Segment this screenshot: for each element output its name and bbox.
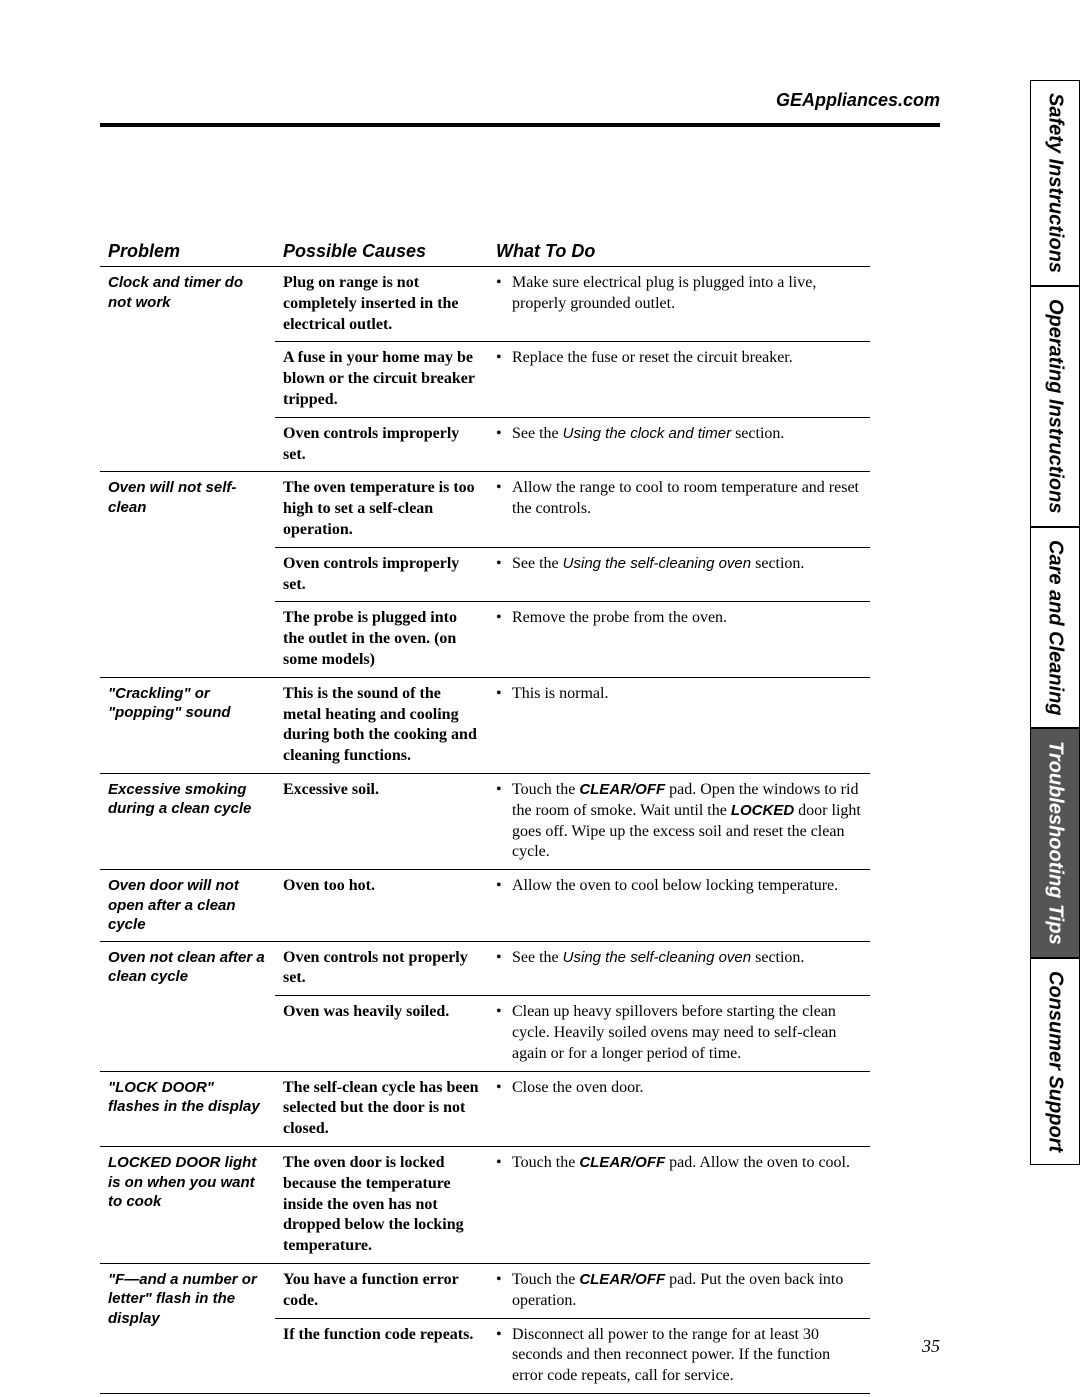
problem-cell: "Crackling" or "popping" sound (100, 677, 275, 773)
bullet-icon: • (496, 608, 512, 629)
todo-cell: •See the Using the self-cleaning oven se… (488, 941, 870, 996)
bullet-icon: • (496, 684, 512, 705)
todo-text: Close the oven door. (512, 1078, 862, 1099)
todo-cell: •Replace the fuse or reset the circuit b… (488, 342, 870, 417)
bullet-icon: • (496, 1270, 512, 1312)
page-number: 35 (922, 1336, 940, 1357)
todo-text: Remove the probe from the oven. (512, 608, 862, 629)
problem-cell: Excessive smoking during a clean cycle (100, 773, 275, 869)
cause-cell: The probe is plugged into the outlet in … (275, 602, 488, 677)
todo-text: Touch the CLEAR/OFF pad. Allow the oven … (512, 1153, 862, 1174)
col-header-causes: Possible Causes (275, 237, 488, 267)
bullet-icon: • (496, 478, 512, 520)
col-header-problem: Problem (100, 237, 275, 267)
todo-cell: •See the Using the self-cleaning oven se… (488, 547, 870, 602)
col-header-todo: What To Do (488, 237, 870, 267)
todo-text: Clean up heavy spillovers before startin… (512, 1002, 862, 1064)
todo-text: Allow the oven to cool below locking tem… (512, 876, 862, 897)
problem-cell: Clock and timer do not work (100, 267, 275, 472)
cause-cell: If the function code repeats. (275, 1318, 488, 1393)
cause-cell: The oven door is locked because the temp… (275, 1147, 488, 1264)
tab-care: Care and Cleaning (1030, 527, 1080, 729)
cause-cell: Oven was heavily soiled. (275, 996, 488, 1071)
todo-cell: •Touch the CLEAR/OFF pad. Allow the oven… (488, 1147, 870, 1264)
todo-cell: •Touch the CLEAR/OFF pad. Open the windo… (488, 773, 870, 869)
manual-page: Safety Instructions Operating Instructio… (0, 0, 1080, 1397)
problem-cell: LOCKED DOOR light is on when you want to… (100, 1147, 275, 1264)
bullet-icon: • (496, 1002, 512, 1064)
cause-cell: This is the sound of the metal heating a… (275, 677, 488, 773)
todo-cell: •Make sure electrical plug is plugged in… (488, 267, 870, 342)
todo-text: Make sure electrical plug is plugged int… (512, 273, 862, 315)
todo-cell: •Close the oven door. (488, 1071, 870, 1146)
todo-text: Touch the CLEAR/OFF pad. Put the oven ba… (512, 1270, 862, 1312)
bullet-icon: • (496, 948, 512, 969)
cause-cell: A fuse in your home may be blown or the … (275, 342, 488, 417)
todo-text: See the Using the clock and timer sectio… (512, 424, 862, 445)
bullet-icon: • (496, 1078, 512, 1099)
bullet-icon: • (496, 348, 512, 369)
website-label: GEAppliances.com (100, 90, 970, 123)
todo-text: Allow the range to cool to room temperat… (512, 478, 862, 520)
bullet-icon: • (496, 1325, 512, 1387)
bullet-icon: • (496, 780, 512, 863)
problem-cell: "F—and a number or letter" flash in the … (100, 1263, 275, 1393)
tab-troubleshooting: Troubleshooting Tips (1030, 728, 1080, 958)
tab-safety: Safety Instructions (1030, 80, 1080, 286)
top-rule (100, 123, 940, 127)
todo-text: Disconnect all power to the range for at… (512, 1325, 862, 1387)
tab-consumer: Consumer Support (1030, 958, 1080, 1165)
cause-cell: The oven temperature is too high to set … (275, 472, 488, 547)
bullet-icon: • (496, 424, 512, 445)
cause-cell: Excessive soil. (275, 773, 488, 869)
cause-cell: Oven too hot. (275, 870, 488, 942)
tab-operating: Operating Instructions (1030, 286, 1080, 526)
cause-cell: The self-clean cycle has been selected b… (275, 1071, 488, 1146)
todo-text: Touch the CLEAR/OFF pad. Open the window… (512, 780, 862, 863)
todo-text: See the Using the self-cleaning oven sec… (512, 948, 862, 969)
side-tab-strip: Safety Instructions Operating Instructio… (1030, 80, 1080, 1180)
todo-text: This is normal. (512, 684, 862, 705)
cause-cell: Oven controls improperly set. (275, 417, 488, 472)
cause-cell: Plug on range is not completely inserted… (275, 267, 488, 342)
bullet-icon: • (496, 1153, 512, 1174)
todo-cell: •This is normal. (488, 677, 870, 773)
bullet-icon: • (496, 876, 512, 897)
todo-text: See the Using the self-cleaning oven sec… (512, 554, 862, 575)
todo-cell: •Remove the probe from the oven. (488, 602, 870, 677)
bullet-icon: • (496, 554, 512, 575)
troubleshooting-table: Problem Possible Causes What To Do Clock… (100, 237, 870, 1394)
todo-cell: •Touch the CLEAR/OFF pad. Put the oven b… (488, 1263, 870, 1318)
todo-cell: •Clean up heavy spillovers before starti… (488, 996, 870, 1071)
problem-cell: "LOCK DOOR" flashes in the display (100, 1071, 275, 1146)
todo-text: Replace the fuse or reset the circuit br… (512, 348, 862, 369)
cause-cell: Oven controls improperly set. (275, 547, 488, 602)
cause-cell: Oven controls not properly set. (275, 941, 488, 996)
bullet-icon: • (496, 273, 512, 315)
todo-cell: •Allow the oven to cool below locking te… (488, 870, 870, 942)
problem-cell: Oven door will not open after a clean cy… (100, 870, 275, 942)
cause-cell: You have a function error code. (275, 1263, 488, 1318)
todo-cell: •See the Using the clock and timer secti… (488, 417, 870, 472)
todo-cell: •Allow the range to cool to room tempera… (488, 472, 870, 547)
todo-cell: •Disconnect all power to the range for a… (488, 1318, 870, 1393)
problem-cell: Oven will not self-clean (100, 472, 275, 677)
problem-cell: Oven not clean after a clean cycle (100, 941, 275, 1071)
